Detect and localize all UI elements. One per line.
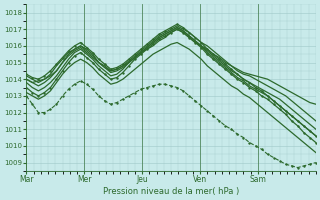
X-axis label: Pression niveau de la mer( hPa ): Pression niveau de la mer( hPa ) <box>103 187 239 196</box>
